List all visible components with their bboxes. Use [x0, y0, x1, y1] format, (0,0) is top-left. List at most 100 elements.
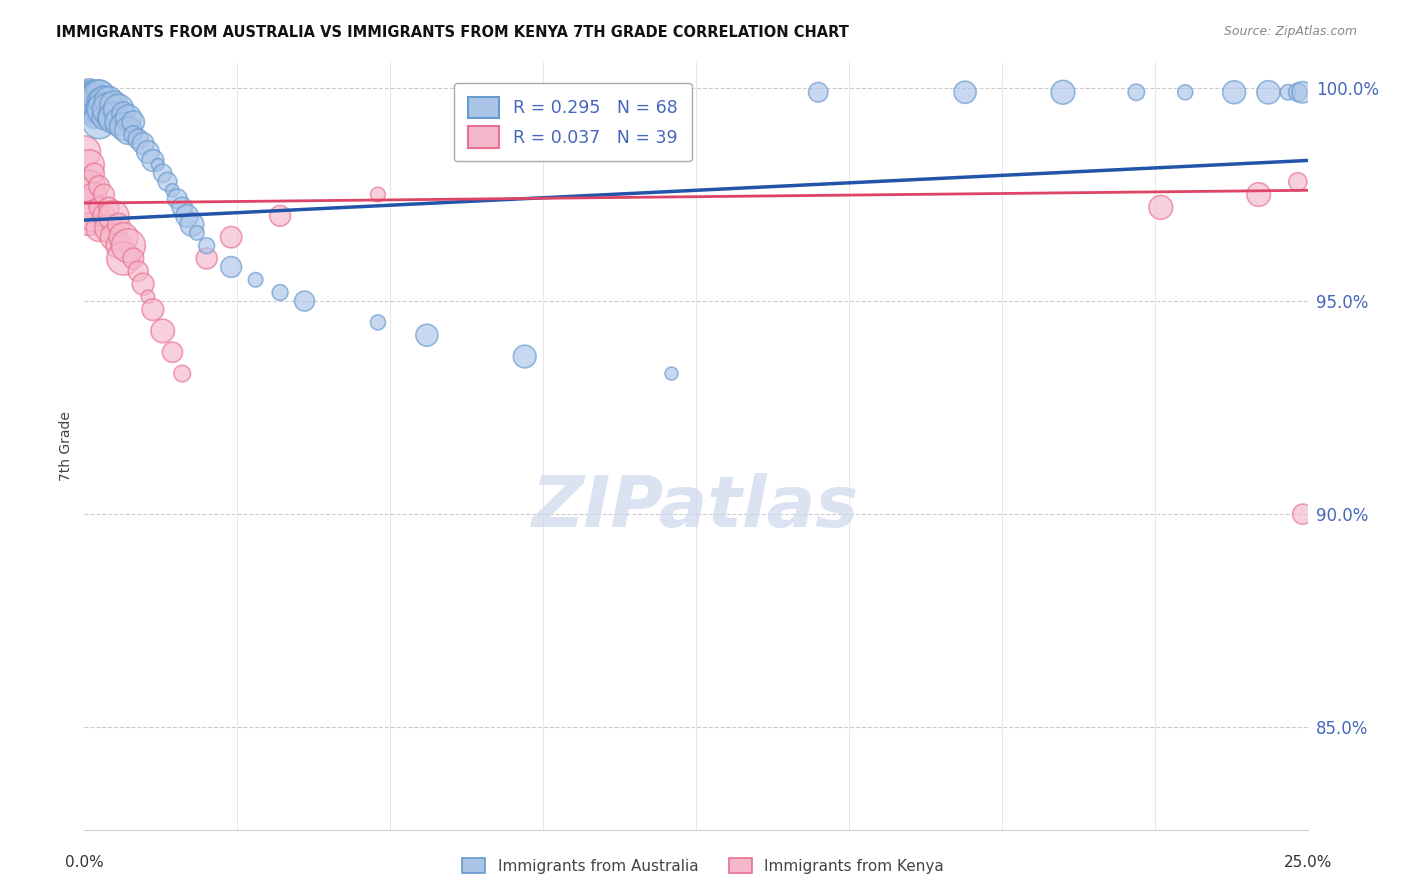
Point — [1286, 175, 1309, 189]
Point — [367, 315, 389, 329]
Point — [83, 111, 105, 125]
Point — [107, 238, 129, 252]
Point — [1257, 85, 1279, 99]
Point — [172, 200, 194, 214]
Point — [1174, 85, 1197, 99]
Point — [269, 285, 291, 300]
Point — [152, 324, 174, 338]
Point — [127, 264, 149, 278]
Point — [1052, 85, 1074, 99]
Text: IMMIGRANTS FROM AUSTRALIA VS IMMIGRANTS FROM KENYA 7TH GRADE CORRELATION CHART: IMMIGRANTS FROM AUSTRALIA VS IMMIGRANTS … — [56, 25, 849, 40]
Point — [162, 345, 184, 359]
Point — [416, 328, 439, 343]
Point — [103, 98, 125, 112]
Point — [136, 290, 159, 304]
Point — [1292, 85, 1315, 99]
Text: 0.0%: 0.0% — [65, 855, 104, 870]
Point — [245, 273, 267, 287]
Point — [87, 103, 110, 117]
Point — [87, 221, 110, 235]
Point — [1286, 85, 1309, 99]
Point — [953, 85, 976, 99]
Point — [117, 238, 139, 252]
Point — [195, 252, 218, 266]
Point — [73, 145, 96, 159]
Point — [122, 115, 145, 129]
Point — [83, 98, 105, 112]
Point — [87, 89, 110, 103]
Point — [93, 94, 115, 108]
Point — [103, 111, 125, 125]
Point — [73, 85, 96, 99]
Point — [156, 175, 179, 189]
Point — [93, 187, 115, 202]
Point — [294, 294, 316, 309]
Point — [77, 158, 100, 172]
Y-axis label: 7th Grade: 7th Grade — [59, 411, 73, 481]
Point — [103, 209, 125, 223]
Point — [83, 166, 105, 180]
Legend: R = 0.295   N = 68, R = 0.037   N = 39: R = 0.295 N = 68, R = 0.037 N = 39 — [454, 83, 692, 161]
Point — [77, 89, 100, 103]
Point — [87, 94, 110, 108]
Point — [176, 209, 198, 223]
Text: Source: ZipAtlas.com: Source: ZipAtlas.com — [1223, 25, 1357, 38]
Point — [77, 106, 100, 120]
Point — [83, 94, 105, 108]
Point — [122, 252, 145, 266]
Point — [97, 111, 120, 125]
Point — [77, 98, 100, 112]
Point — [87, 85, 110, 99]
Point — [172, 367, 194, 381]
Point — [152, 166, 174, 180]
Point — [132, 136, 155, 151]
Point — [112, 106, 135, 120]
Point — [87, 115, 110, 129]
Point — [97, 94, 120, 108]
Point — [97, 221, 120, 235]
Point — [1247, 187, 1270, 202]
Point — [77, 103, 100, 117]
Point — [112, 252, 135, 266]
Point — [97, 200, 120, 214]
Point — [186, 226, 208, 240]
Point — [83, 187, 105, 202]
Point — [195, 238, 218, 252]
Point — [181, 218, 204, 232]
Point — [117, 111, 139, 125]
Point — [83, 85, 105, 99]
Point — [93, 103, 115, 117]
Point — [1150, 200, 1173, 214]
Point — [142, 153, 165, 168]
Point — [219, 230, 242, 244]
Point — [367, 187, 389, 202]
Point — [107, 218, 129, 232]
Point — [513, 350, 536, 364]
Point — [661, 367, 683, 381]
Point — [93, 111, 115, 125]
Point — [146, 158, 169, 172]
Point — [269, 209, 291, 223]
Point — [127, 132, 149, 146]
Point — [107, 103, 129, 117]
Legend: Immigrants from Australia, Immigrants from Kenya: Immigrants from Australia, Immigrants fr… — [457, 852, 949, 880]
Point — [112, 230, 135, 244]
Point — [87, 200, 110, 214]
Point — [87, 179, 110, 194]
Point — [77, 218, 100, 232]
Point — [73, 89, 96, 103]
Point — [807, 85, 830, 99]
Point — [77, 94, 100, 108]
Point — [136, 145, 159, 159]
Point — [83, 89, 105, 103]
Point — [103, 230, 125, 244]
Point — [77, 179, 100, 194]
Point — [83, 209, 105, 223]
Point — [83, 103, 105, 117]
Point — [142, 302, 165, 317]
Point — [1292, 507, 1315, 521]
Point — [93, 89, 115, 103]
Point — [77, 196, 100, 211]
Point — [1223, 85, 1246, 99]
Point — [219, 260, 242, 274]
